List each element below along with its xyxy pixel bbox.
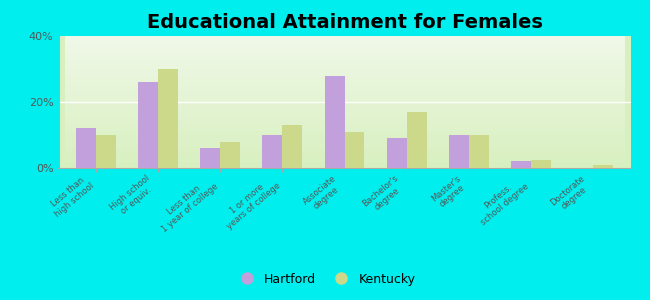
Bar: [387, 138, 407, 168]
Bar: [96, 135, 116, 168]
Bar: [469, 135, 489, 168]
Bar: [220, 142, 240, 168]
Bar: [449, 135, 469, 168]
Bar: [76, 128, 96, 168]
Bar: [200, 148, 220, 168]
Bar: [344, 132, 365, 168]
Bar: [407, 112, 426, 168]
Bar: [531, 160, 551, 168]
Title: Educational Attainment for Females: Educational Attainment for Females: [146, 13, 543, 32]
Bar: [324, 76, 345, 168]
Bar: [138, 82, 158, 168]
Bar: [593, 165, 613, 168]
Legend: Hartford, Kentucky: Hartford, Kentucky: [229, 268, 421, 291]
Bar: [511, 161, 531, 168]
Bar: [263, 135, 282, 168]
Bar: [282, 125, 302, 168]
Bar: [158, 69, 178, 168]
